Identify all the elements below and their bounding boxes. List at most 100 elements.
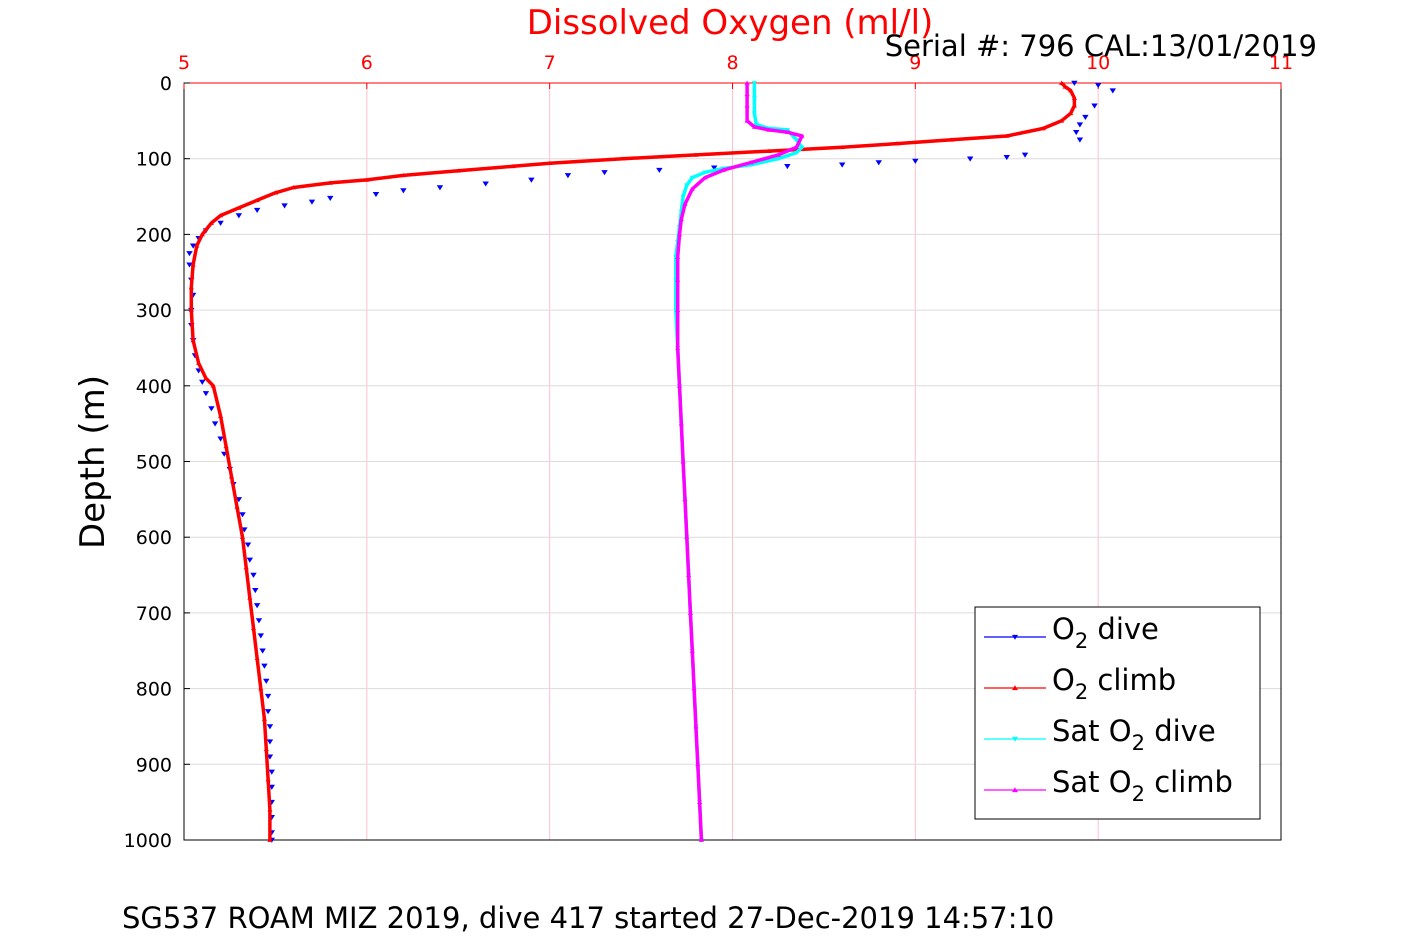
data-point — [702, 170, 708, 175]
data-point — [266, 724, 274, 730]
data-point — [1073, 129, 1080, 136]
data-point — [793, 150, 800, 155]
data-point — [186, 262, 193, 268]
data-point — [528, 177, 535, 183]
data-point — [751, 111, 758, 116]
data-point — [675, 307, 681, 312]
y-tick-label: 900 — [136, 754, 172, 776]
data-point — [894, 141, 900, 146]
data-point — [695, 761, 701, 767]
data-point — [693, 724, 699, 729]
data-point — [308, 199, 316, 205]
data-point — [190, 262, 196, 267]
data-point — [208, 406, 215, 412]
data-point — [676, 232, 683, 237]
data-point — [775, 156, 781, 162]
data-point — [259, 648, 266, 654]
data-point — [267, 837, 273, 842]
data-point — [748, 160, 754, 165]
data-point — [250, 572, 257, 578]
data-point — [239, 534, 246, 540]
data-point — [211, 421, 219, 427]
data-point — [949, 137, 955, 142]
legend-label: O2 climb — [1052, 663, 1176, 704]
data-point — [372, 192, 380, 198]
data-point — [711, 165, 718, 171]
data-point — [751, 81, 758, 86]
data-point — [601, 170, 608, 176]
data-point — [241, 527, 248, 533]
data-point — [400, 173, 406, 178]
data-point — [436, 185, 444, 191]
data-point — [766, 127, 772, 132]
data-point — [196, 360, 202, 365]
data-point — [264, 709, 272, 715]
data-point — [210, 383, 216, 388]
data-point — [217, 413, 224, 418]
data-point — [189, 243, 197, 249]
data-point — [547, 160, 553, 166]
data-point — [1068, 110, 1074, 116]
data-point — [217, 436, 224, 442]
data-point — [327, 180, 333, 185]
x-tick-label: 11 — [1269, 52, 1293, 74]
data-point — [799, 133, 805, 138]
data-point — [250, 625, 257, 630]
data-point — [676, 383, 683, 388]
data-point — [839, 162, 846, 168]
data-point — [281, 203, 288, 209]
data-point — [720, 167, 726, 172]
data-point — [691, 686, 697, 691]
y-tick-label: 100 — [136, 149, 172, 171]
data-point — [656, 167, 663, 173]
data-point — [1003, 154, 1010, 161]
data-point — [1071, 80, 1078, 86]
series-layer — [186, 80, 1116, 843]
data-point — [689, 186, 695, 191]
data-point — [217, 220, 224, 226]
legend-label: O2 dive — [1052, 612, 1159, 653]
data-point — [678, 421, 684, 426]
data-point — [190, 338, 196, 343]
data-point — [228, 474, 235, 479]
data-point — [675, 345, 681, 350]
data-point — [689, 648, 695, 653]
legend: O2 dive O2 climb Sat O2 dive Sat O2 climb — [974, 606, 1261, 820]
data-point — [1082, 114, 1089, 120]
y-tick-label: 0 — [160, 73, 172, 95]
data-point — [766, 148, 772, 153]
data-point — [753, 122, 759, 127]
data-point — [266, 739, 274, 745]
x-tick-label: 8 — [726, 52, 738, 74]
series-o2-climb — [188, 80, 1077, 842]
data-point — [199, 232, 205, 237]
data-point — [235, 497, 243, 503]
data-point — [875, 160, 882, 166]
x-tick-label: 10 — [1086, 52, 1110, 74]
data-point — [208, 220, 215, 225]
data-point — [327, 195, 334, 201]
y-axis-label: Depth (m) — [73, 375, 113, 549]
data-point — [267, 807, 273, 812]
data-point — [689, 175, 695, 180]
data-point — [268, 769, 275, 775]
data-point — [255, 618, 263, 624]
data-point — [239, 512, 246, 518]
data-point — [199, 379, 206, 385]
x-tick-label: 9 — [909, 52, 921, 74]
data-point — [744, 118, 750, 123]
data-point — [966, 156, 974, 162]
data-point — [364, 177, 370, 182]
data-point — [684, 534, 690, 540]
data-point — [682, 497, 688, 502]
data-point — [675, 277, 681, 282]
data-point — [1062, 84, 1068, 89]
data-point — [564, 173, 572, 179]
data-point — [253, 603, 261, 609]
data-point — [1076, 122, 1084, 128]
data-point — [1040, 126, 1046, 131]
data-point — [1068, 88, 1074, 93]
data-point — [254, 655, 260, 661]
data-point — [751, 124, 758, 129]
